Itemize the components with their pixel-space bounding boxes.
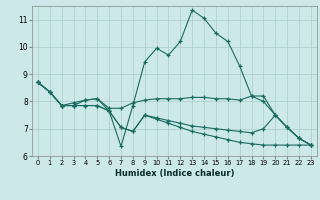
X-axis label: Humidex (Indice chaleur): Humidex (Indice chaleur) — [115, 169, 234, 178]
